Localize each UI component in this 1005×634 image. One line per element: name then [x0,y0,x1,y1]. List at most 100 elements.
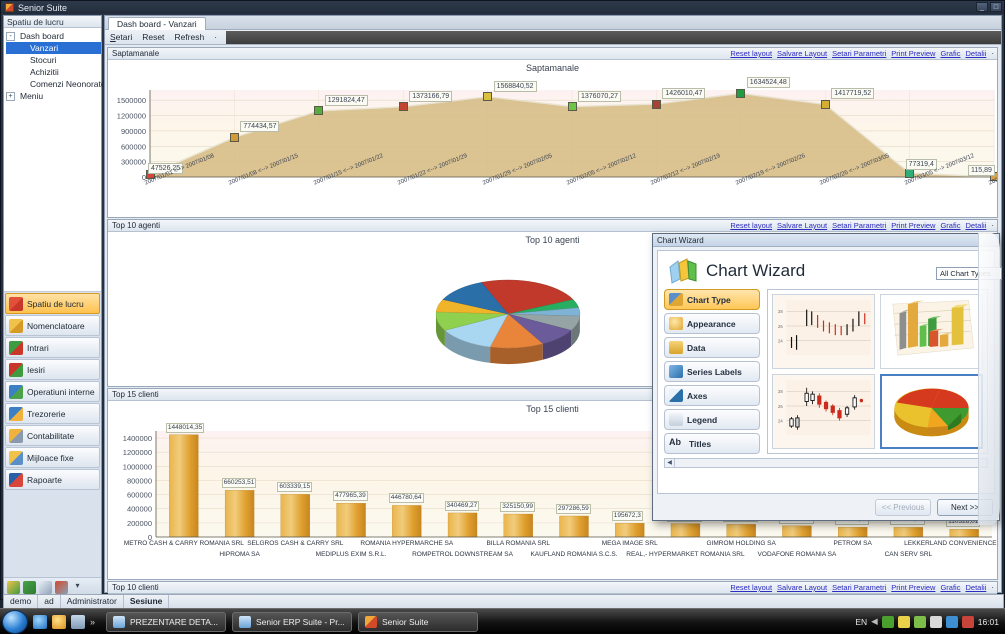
chart-wizard-logo-icon [668,257,698,285]
wizard-nav-chart-type[interactable]: Chart Type [664,289,760,310]
nav-button-mijloace-fixe[interactable]: Mijloace fixe [5,447,100,468]
link-print-preview[interactable]: Print Preview [891,49,936,58]
area-point-marker[interactable] [398,102,408,112]
wizard-nav-titles[interactable]: Ab Titles [664,433,760,454]
quick-launch-overflow[interactable]: » [90,616,96,627]
scroll-left-icon[interactable]: ◀ [665,459,675,467]
area-chart[interactable]: 0 300000 600000 900000 1200000 1500000 47526,2… [108,74,997,217]
document-tab-vanzari[interactable]: Dash board - Vanzari [108,17,206,30]
chevron-left-icon[interactable]: ◀ [871,616,878,626]
collapse-node-icon[interactable]: - [6,31,15,41]
gallery-item-bar-3d-chart[interactable] [880,294,983,369]
panel-collapse-icon[interactable]: · [991,583,994,592]
nav-button-intrari[interactable]: Intrari [5,337,100,358]
previous-button[interactable]: << Previous [875,499,931,516]
gallery-item-stock-high-low-chart[interactable]: 28 26 24 [772,294,875,369]
wizard-nav-series-labels[interactable]: Series Labels [664,361,760,382]
area-point-marker[interactable] [229,132,239,142]
svg-text:28: 28 [778,389,783,394]
network-icon[interactable] [929,615,942,628]
panel-collapse-icon[interactable]: · [991,49,994,58]
nav-button-contabilitate[interactable]: Contabilitate [5,425,100,446]
link-salvare-layout[interactable]: Salvare Layout [777,221,828,230]
toolbar-refresh[interactable]: Refresh [174,32,205,42]
chart-wizard-footer: << Previous Next >> [875,499,993,516]
contact-icon[interactable] [39,581,52,594]
tray-clock[interactable]: 16:01 [977,616,999,627]
document-toolbar: Setari Reset Refresh · [105,30,1001,45]
tray-language[interactable]: EN [855,616,868,627]
gallery-horizontal-scrollbar[interactable]: ◀ [664,458,988,468]
nav-button-spatiu-de-lucru[interactable]: Spatiu de lucru [5,293,100,314]
bar-x-tick-label: REAL,- HYPERMARKET ROMANIA SRL [626,551,745,558]
area-point-marker[interactable] [483,92,493,102]
link-grafic[interactable]: Grafic [940,583,961,592]
nav-button-iesiri[interactable]: Iesiri [5,359,100,380]
tree-item-meniu[interactable]: + Meniu [6,90,101,102]
volume-icon[interactable] [961,615,974,628]
area-point-marker[interactable] [820,99,830,109]
gallery-item-candlestick-chart[interactable]: 28 26 24 [772,374,875,449]
green-square-icon[interactable] [881,615,894,628]
wizard-nav-data[interactable]: Data [664,337,760,358]
taskbar-item-senior-suite[interactable]: Senior Suite [358,611,479,632]
tree-item-stocuri[interactable]: Stocuri [6,54,101,66]
area-point-marker[interactable] [314,106,324,116]
link-reset-layout[interactable]: Reset layout [730,49,773,58]
money-icon[interactable] [7,581,20,594]
link-reset-layout[interactable]: Reset layout [730,221,773,230]
expand-node-icon[interactable]: + [6,91,15,101]
tree-item-dash-board[interactable]: - Dash board [6,30,101,42]
link-salvare-layout[interactable]: Salvare Layout [777,583,828,592]
area-point-marker[interactable] [567,102,577,112]
internet-explorer-icon[interactable] [33,614,47,629]
area-point-marker[interactable] [651,99,661,109]
link-grafic[interactable]: Grafic [940,221,961,230]
toolbar-setari[interactable]: Setari [110,32,133,42]
legend-icon [669,413,683,426]
link-print-preview[interactable]: Print Preview [891,221,936,230]
show-desktop-icon[interactable] [71,614,85,629]
panel-top10-agenti-title: Top 10 agenti [112,221,161,230]
area-point-marker[interactable] [736,88,746,98]
link-setari-parametri[interactable]: Setari Parametri [832,221,887,230]
taskbar-item-prezentare[interactable]: PREZENTARE DETA... [106,611,227,632]
restore-button[interactable]: □ [990,2,1002,12]
tree-item-achizitii[interactable]: Achizitii [6,66,101,78]
pie-chart[interactable] [108,248,997,386]
wizard-nav-axes[interactable]: Axes [664,385,760,406]
link-salvare-layout[interactable]: Salvare Layout [777,49,828,58]
toolbar-reset[interactable]: Reset [142,32,165,42]
link-setari-parametri[interactable]: Setari Parametri [832,49,887,58]
wizard-nav-legend[interactable]: Legend [664,409,760,430]
link-detalii[interactable]: Detalii [965,221,987,230]
link-reset-layout[interactable]: Reset layout [730,583,773,592]
tree-item-vanzari[interactable]: Vanzari [6,42,101,54]
link-detalii[interactable]: Detalii [965,583,987,592]
gallery-item-pie-3d-chart[interactable] [880,374,983,449]
update-icon[interactable] [945,615,958,628]
panel-collapse-icon[interactable]: · [991,221,994,230]
nav-button-rapoarte[interactable]: Rapoarte [5,469,100,490]
chevron-down-icon[interactable]: ▾ [75,581,80,590]
link-setari-parametri[interactable]: Setari Parametri [832,583,887,592]
printer-icon[interactable] [913,615,926,628]
nav-button-operatiuni-interne[interactable]: Operatiuni interne [5,381,100,402]
minimize-button[interactable]: _ [976,2,988,12]
nav-button-nomenclatoare[interactable]: Nomenclatoare [5,315,100,336]
wizard-nav-appearance[interactable]: Appearance [664,313,760,334]
document-tabstrip: Dash board - Vanzari [105,16,1001,30]
toolbar-overflow[interactable]: · [214,32,218,42]
link-grafic[interactable]: Grafic [940,49,961,58]
shield-icon[interactable] [897,615,910,628]
taskbar-item-senior-erp[interactable]: Senior ERP Suite - Pr... [232,611,353,632]
cash-icon[interactable] [23,581,36,594]
truck-icon[interactable] [55,581,68,594]
workspace-header: Spatiu de lucru [4,16,101,28]
link-print-preview[interactable]: Print Preview [891,583,936,592]
nav-button-trezorerie[interactable]: Trezorerie [5,403,100,424]
media-icon[interactable] [52,614,66,629]
link-detalii[interactable]: Detalii [965,49,987,58]
start-button-icon[interactable] [2,609,28,634]
tree-item-comenzi-neonorate[interactable]: Comenzi Neonorate [6,78,106,90]
